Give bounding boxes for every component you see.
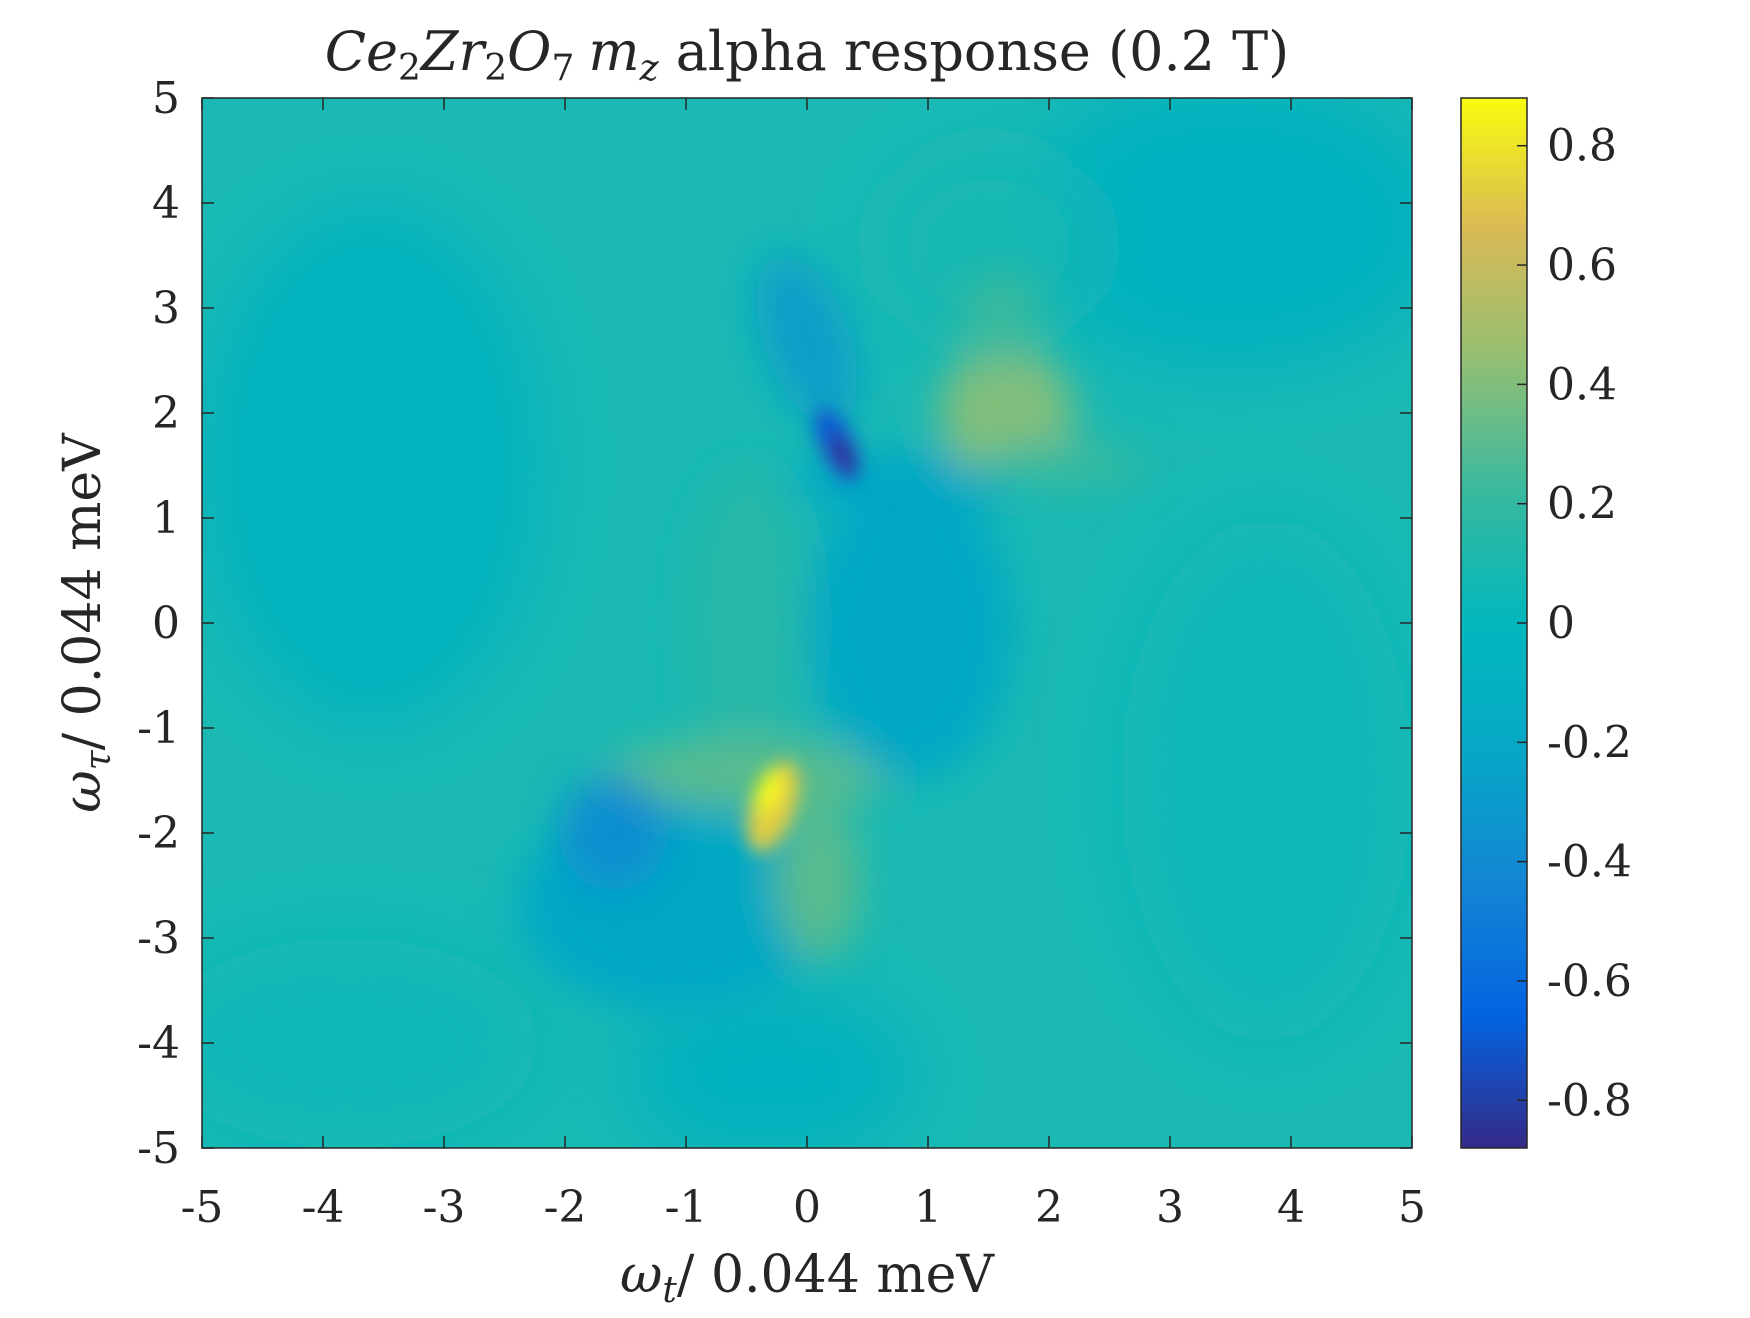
heatmap-region-19 xyxy=(831,435,856,475)
heatmap-region-14 xyxy=(756,254,858,425)
title-m: m xyxy=(588,20,639,83)
y-tick-label-9: 4 xyxy=(152,178,180,229)
heatmap-region-5 xyxy=(625,990,916,1148)
x-tick-label-8: 3 xyxy=(1156,1182,1184,1233)
y-tick-label-3: -2 xyxy=(137,808,180,859)
y-tick-label-1: -4 xyxy=(137,1018,180,1069)
x-tick-label-5: 0 xyxy=(793,1182,821,1233)
heatmap-region-9 xyxy=(807,476,1013,781)
heatmap-region-21 xyxy=(755,768,782,814)
title-symbol: Ce xyxy=(325,20,398,83)
y-label-subscript: τ xyxy=(78,749,119,770)
x-tick-label-2: -3 xyxy=(423,1182,466,1233)
colorbar-tick-label-4: 0 xyxy=(1547,598,1575,649)
x-tick-label-4: -1 xyxy=(665,1182,708,1233)
colorbar-ticks: -0.8 -0.6 -0.4 -0.2 0 0.2 0.4 0.6 0.8 xyxy=(1517,121,1632,1126)
x-tick-label-7: 2 xyxy=(1035,1182,1063,1233)
colorbar-tick-label-5: 0.2 xyxy=(1547,479,1617,530)
title-sub2: 2 xyxy=(484,48,507,89)
heatmap-region-13 xyxy=(776,801,862,959)
title-symbol3: O xyxy=(507,20,551,83)
x-tick-label-0: -5 xyxy=(181,1182,224,1233)
x-tick-label-9: 4 xyxy=(1277,1182,1305,1233)
x-label-rest: / 0.044 meV xyxy=(677,1245,996,1305)
x-label-subscript: t xyxy=(662,1270,677,1311)
x-axis: -5 -4 -3 -2 -1 0 1 2 3 4 5 xyxy=(181,98,1426,1233)
heatmap-region-1 xyxy=(202,938,541,1148)
y-tick-label-6: 1 xyxy=(152,493,180,544)
heatmap-region-3 xyxy=(202,203,541,728)
heatmap-region-17 xyxy=(958,271,1043,366)
title-sub3: 7 xyxy=(551,48,574,89)
y-label-rest: / 0.044 meV xyxy=(53,432,113,751)
title-m-sub: z xyxy=(639,48,660,89)
title-sub1: 2 xyxy=(398,48,421,89)
heatmap-region-12 xyxy=(558,775,668,891)
x-label-symbol: ω xyxy=(620,1245,662,1305)
x-tick-label-6: 1 xyxy=(914,1182,942,1233)
y-axis: -5 -4 -3 -2 -1 0 1 2 3 4 5 xyxy=(137,73,1412,1174)
colorbar-tick-label-3: -0.2 xyxy=(1547,717,1632,768)
heatmap-region-4 xyxy=(1121,518,1412,1043)
heatmap-region-16 xyxy=(976,442,1146,489)
x-tick-label-3: -2 xyxy=(544,1182,587,1233)
chart-title: Ce2Zr2O7 mz alpha response (0.2 T) xyxy=(325,20,1290,89)
heatmap-region-2 xyxy=(1012,98,1412,371)
title-symbol2: Zr xyxy=(419,20,488,83)
y-tick-label-4: -1 xyxy=(137,703,180,754)
y-tick-label-2: -3 xyxy=(137,913,180,964)
heatmap-plot-area xyxy=(202,98,1412,1148)
y-tick-label-0: -5 xyxy=(137,1123,180,1174)
x-tick-label-1: -4 xyxy=(302,1182,345,1233)
x-tick-label-10: 5 xyxy=(1398,1182,1426,1233)
y-tick-label-8: 3 xyxy=(152,283,180,334)
y-axis-label: ωτ/ 0.044 meV xyxy=(53,432,119,813)
heatmap-region-6 xyxy=(879,150,1098,340)
heatmap-region-8 xyxy=(601,738,892,812)
colorbar-tick-label-1: -0.6 xyxy=(1547,956,1632,1007)
y-tick-label-7: 2 xyxy=(152,388,180,439)
colorbar-tick-label-2: -0.4 xyxy=(1547,837,1632,888)
colorbar xyxy=(1460,97,1528,1149)
colorbar-tick-label-0: -0.8 xyxy=(1547,1075,1632,1126)
y-tick-label-10: 5 xyxy=(152,73,180,124)
heatmap-region-7 xyxy=(686,465,807,781)
colorbar-tick-label-8: 0.8 xyxy=(1547,121,1617,172)
x-axis-label: ωt/ 0.044 meV xyxy=(620,1245,995,1311)
colorbar-tick-label-6: 0.4 xyxy=(1547,359,1617,410)
title-rest: alpha response (0.2 T) xyxy=(659,20,1290,83)
colorbar-tick-label-7: 0.6 xyxy=(1547,240,1617,291)
y-tick-label-5: 0 xyxy=(152,598,180,649)
y-label-symbol: ω xyxy=(53,770,113,812)
